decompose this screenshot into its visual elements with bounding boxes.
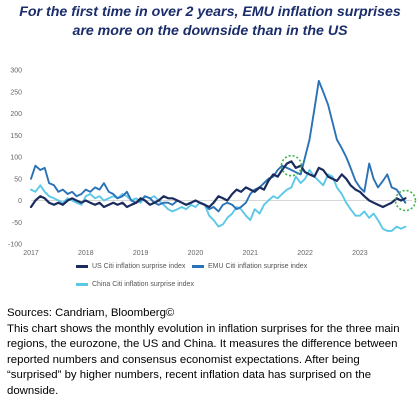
chart-legend: US Citi inflation surprise index EMU Cit… (76, 263, 416, 299)
chart-title-line-2: are more on the downside than in the US (72, 23, 348, 39)
chart-description: This chart shows the monthly evolution i… (7, 322, 400, 397)
x-tick-label: 2023 (352, 250, 368, 257)
source-label: Sources: Candriam, Bloomberg© (7, 307, 175, 319)
legend-swatch-emu (192, 265, 204, 268)
legend-label-china: China Citi inflation surprise index (92, 281, 194, 288)
y-tick-label: -50 (12, 220, 22, 227)
chart-title-line-1: For the first time in over 2 years, EMU … (19, 4, 401, 20)
y-tick-label: 250 (10, 89, 22, 96)
y-tick-label: 100 (10, 155, 22, 162)
highlight-layer (280, 154, 417, 212)
y-tick-label: 50 (14, 176, 22, 183)
series-line-emu (30, 79, 407, 213)
legend-item-emu: EMU Citi inflation surprise index (192, 263, 307, 270)
x-tick-label: 2017 (23, 250, 39, 257)
y-tick-label: 0 (18, 198, 22, 205)
series-line-china (30, 169, 407, 232)
x-tick-label: 2021 (242, 250, 258, 257)
legend-swatch-us (76, 265, 88, 268)
series-line-us (29, 160, 407, 209)
y-tick-label: -100 (8, 242, 22, 249)
x-tick-label: 2022 (297, 250, 313, 257)
y-tick-label: 200 (10, 111, 22, 118)
source-note: Sources: Candriam, Bloomberg© This chart… (7, 306, 415, 399)
series-layer (29, 79, 407, 232)
legend-item-us: US Citi inflation surprise index (76, 263, 185, 270)
chart-title: For the first time in over 2 years, EMU … (0, 3, 420, 41)
x-tick-label: 2020 (188, 250, 204, 257)
y-tick-label: 300 (10, 68, 22, 75)
x-tick-label: 2018 (78, 250, 94, 257)
legend-label-us: US Citi inflation surprise index (92, 263, 186, 270)
legend-label-emu: EMU Citi inflation surprise index (208, 263, 308, 270)
legend-item-china: China Citi inflation surprise index (76, 281, 194, 288)
x-tick-label: 2019 (133, 250, 149, 257)
x-axis: 2017 2018 2019 2020 2021 2022 2023 (23, 250, 368, 257)
highlight-circle (394, 189, 417, 212)
legend-swatch-china (76, 283, 88, 286)
y-axis: 300 250 200 150 100 50 0 -50 -100 (8, 68, 22, 249)
highlight-circle (280, 154, 303, 177)
y-tick-label: 150 (10, 133, 22, 140)
